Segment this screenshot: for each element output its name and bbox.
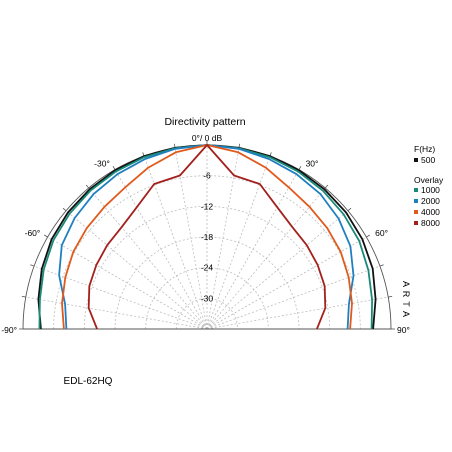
angle-tick [324,184,329,189]
watermark-letter: T [401,301,411,307]
grid-ring [175,298,239,330]
chart-title: Directivity pattern [164,116,245,128]
grid-spoke [174,147,208,330]
angle-tick [62,207,67,212]
grid-ring [114,236,300,330]
legend-entry-label: 8000 [421,218,440,228]
grid-spoke [206,210,349,330]
legend-entry-label: 1000 [421,185,440,195]
angle-tick [30,264,35,267]
grid-spoke [47,236,208,330]
legend-swatch [414,199,418,203]
legend-swatch [414,188,418,192]
radial-tick-label: -18 [201,232,214,242]
radial-tick-label: -24 [201,263,214,273]
grid-spoke [206,296,389,330]
grid-spoke [88,187,208,330]
legend-swatch [414,210,418,214]
angle-tick [85,184,90,189]
angle-tick [298,165,302,170]
angle-tick [43,234,48,238]
angle-tick [366,234,371,238]
grid-ring [83,206,331,330]
angle-tick-label: 30° [306,158,319,168]
grid-spoke [206,169,300,330]
series-line-8000 [87,144,327,330]
axis-labels: 0°/ 0 dB -6 -12 -18 -24 -30 -90° -60° -30° 30° 60°… [1,133,410,335]
grid-spoke [25,296,208,330]
radial-tick-label: -12 [201,201,214,211]
angle-tick-label: -60° [25,228,41,238]
angle-tick [379,264,384,267]
watermark-letter: A [401,311,411,317]
series-layer [37,144,377,330]
angle-tick-label: -30° [94,158,110,168]
grid-spoke [33,265,208,330]
r-unit-label: 0°/ 0 dB [192,133,223,143]
grid-spoke [206,236,367,330]
radial-tick-label: -30 [201,293,214,303]
legend-entry-label: 2000 [421,196,440,206]
legend-entry-label: 4000 [421,207,440,217]
grid-spoke [65,210,208,330]
angle-tick [112,165,116,170]
angle-tick [347,207,352,212]
legend-swatch [414,158,418,162]
radial-tick-label: -6 [203,171,211,181]
watermark-letter: R [401,291,411,298]
angle-tick-label: 90° [397,325,410,335]
legend-swatch [414,221,418,225]
model-caption: EDL-62HQ [64,376,113,387]
grid-spoke [206,147,240,330]
grid-spoke [206,187,326,330]
angle-tick-label: -90° [1,325,17,335]
legend-header: F(Hz) [414,144,435,154]
grid-spoke [114,169,208,330]
angle-tick [388,295,393,298]
legend-entry-label: 500 [421,155,435,165]
angle-tick [21,295,26,298]
watermark-letter: A [401,281,411,287]
grid-spoke [206,265,381,330]
angle-tick-label: 60° [375,228,388,238]
legend-overlay-label: Overlay [414,175,444,185]
